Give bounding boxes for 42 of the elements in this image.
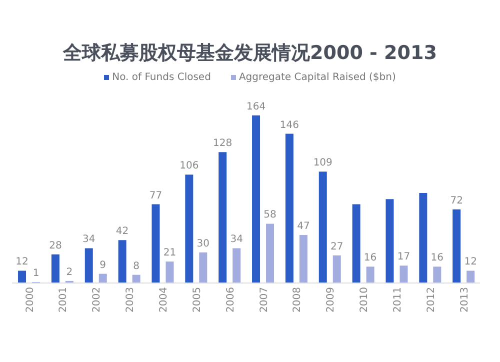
data-label: 164 xyxy=(246,101,266,112)
data-label: 42 xyxy=(116,226,129,238)
data-label: 8 xyxy=(133,260,140,272)
x-tick-label: 2002 xyxy=(92,287,103,312)
chart-title: 全球私募股权母基金发展情况2000 - 2013 xyxy=(62,41,438,66)
x-tick-label: 2004 xyxy=(158,287,170,312)
data-label: 16 xyxy=(364,252,377,264)
data-label: 16 xyxy=(430,252,444,264)
data-label: 77 xyxy=(149,190,162,202)
data-label: 72 xyxy=(450,195,463,206)
data-label: 109 xyxy=(313,158,332,169)
data-label: 47 xyxy=(297,220,310,232)
x-tick-label: 2009 xyxy=(326,287,337,312)
data-label: 58 xyxy=(264,210,276,221)
x-tick-label: 2010 xyxy=(359,287,370,312)
data-label: 2 xyxy=(66,266,73,278)
data-label: 9 xyxy=(100,260,106,271)
legend-label: Aggregate Capital Raised ($bn) xyxy=(238,72,396,83)
x-tick-label: 2001 xyxy=(58,287,70,312)
data-label: 30 xyxy=(196,238,210,250)
data-label: 106 xyxy=(180,160,199,172)
x-tick-label: 2008 xyxy=(292,287,304,312)
data-label: 28 xyxy=(49,240,62,252)
data-label: 34 xyxy=(82,234,96,246)
data-label: 12 xyxy=(16,256,28,268)
data-label: 128 xyxy=(213,138,232,150)
x-tick-label: 2003 xyxy=(125,287,136,312)
x-tick-label: 2007 xyxy=(258,287,270,312)
x-tick-label: 2012 xyxy=(426,287,437,312)
x-tick-label: 2013 xyxy=(459,287,470,312)
data-label: 1 xyxy=(32,268,40,279)
data-label: 146 xyxy=(280,120,299,131)
legend-label: No. of Funds Closed xyxy=(111,72,211,83)
x-tick-label: 2000 xyxy=(24,287,36,312)
data-label: 34 xyxy=(230,234,243,246)
data-label: 27 xyxy=(330,241,344,252)
x-tick-label: 2005 xyxy=(192,287,203,312)
x-tick-label: 2006 xyxy=(225,287,236,312)
data-label: 21 xyxy=(163,248,176,259)
data-label: 12 xyxy=(464,256,477,268)
x-tick-label: 2011 xyxy=(392,287,404,312)
data-label: 17 xyxy=(397,252,410,263)
